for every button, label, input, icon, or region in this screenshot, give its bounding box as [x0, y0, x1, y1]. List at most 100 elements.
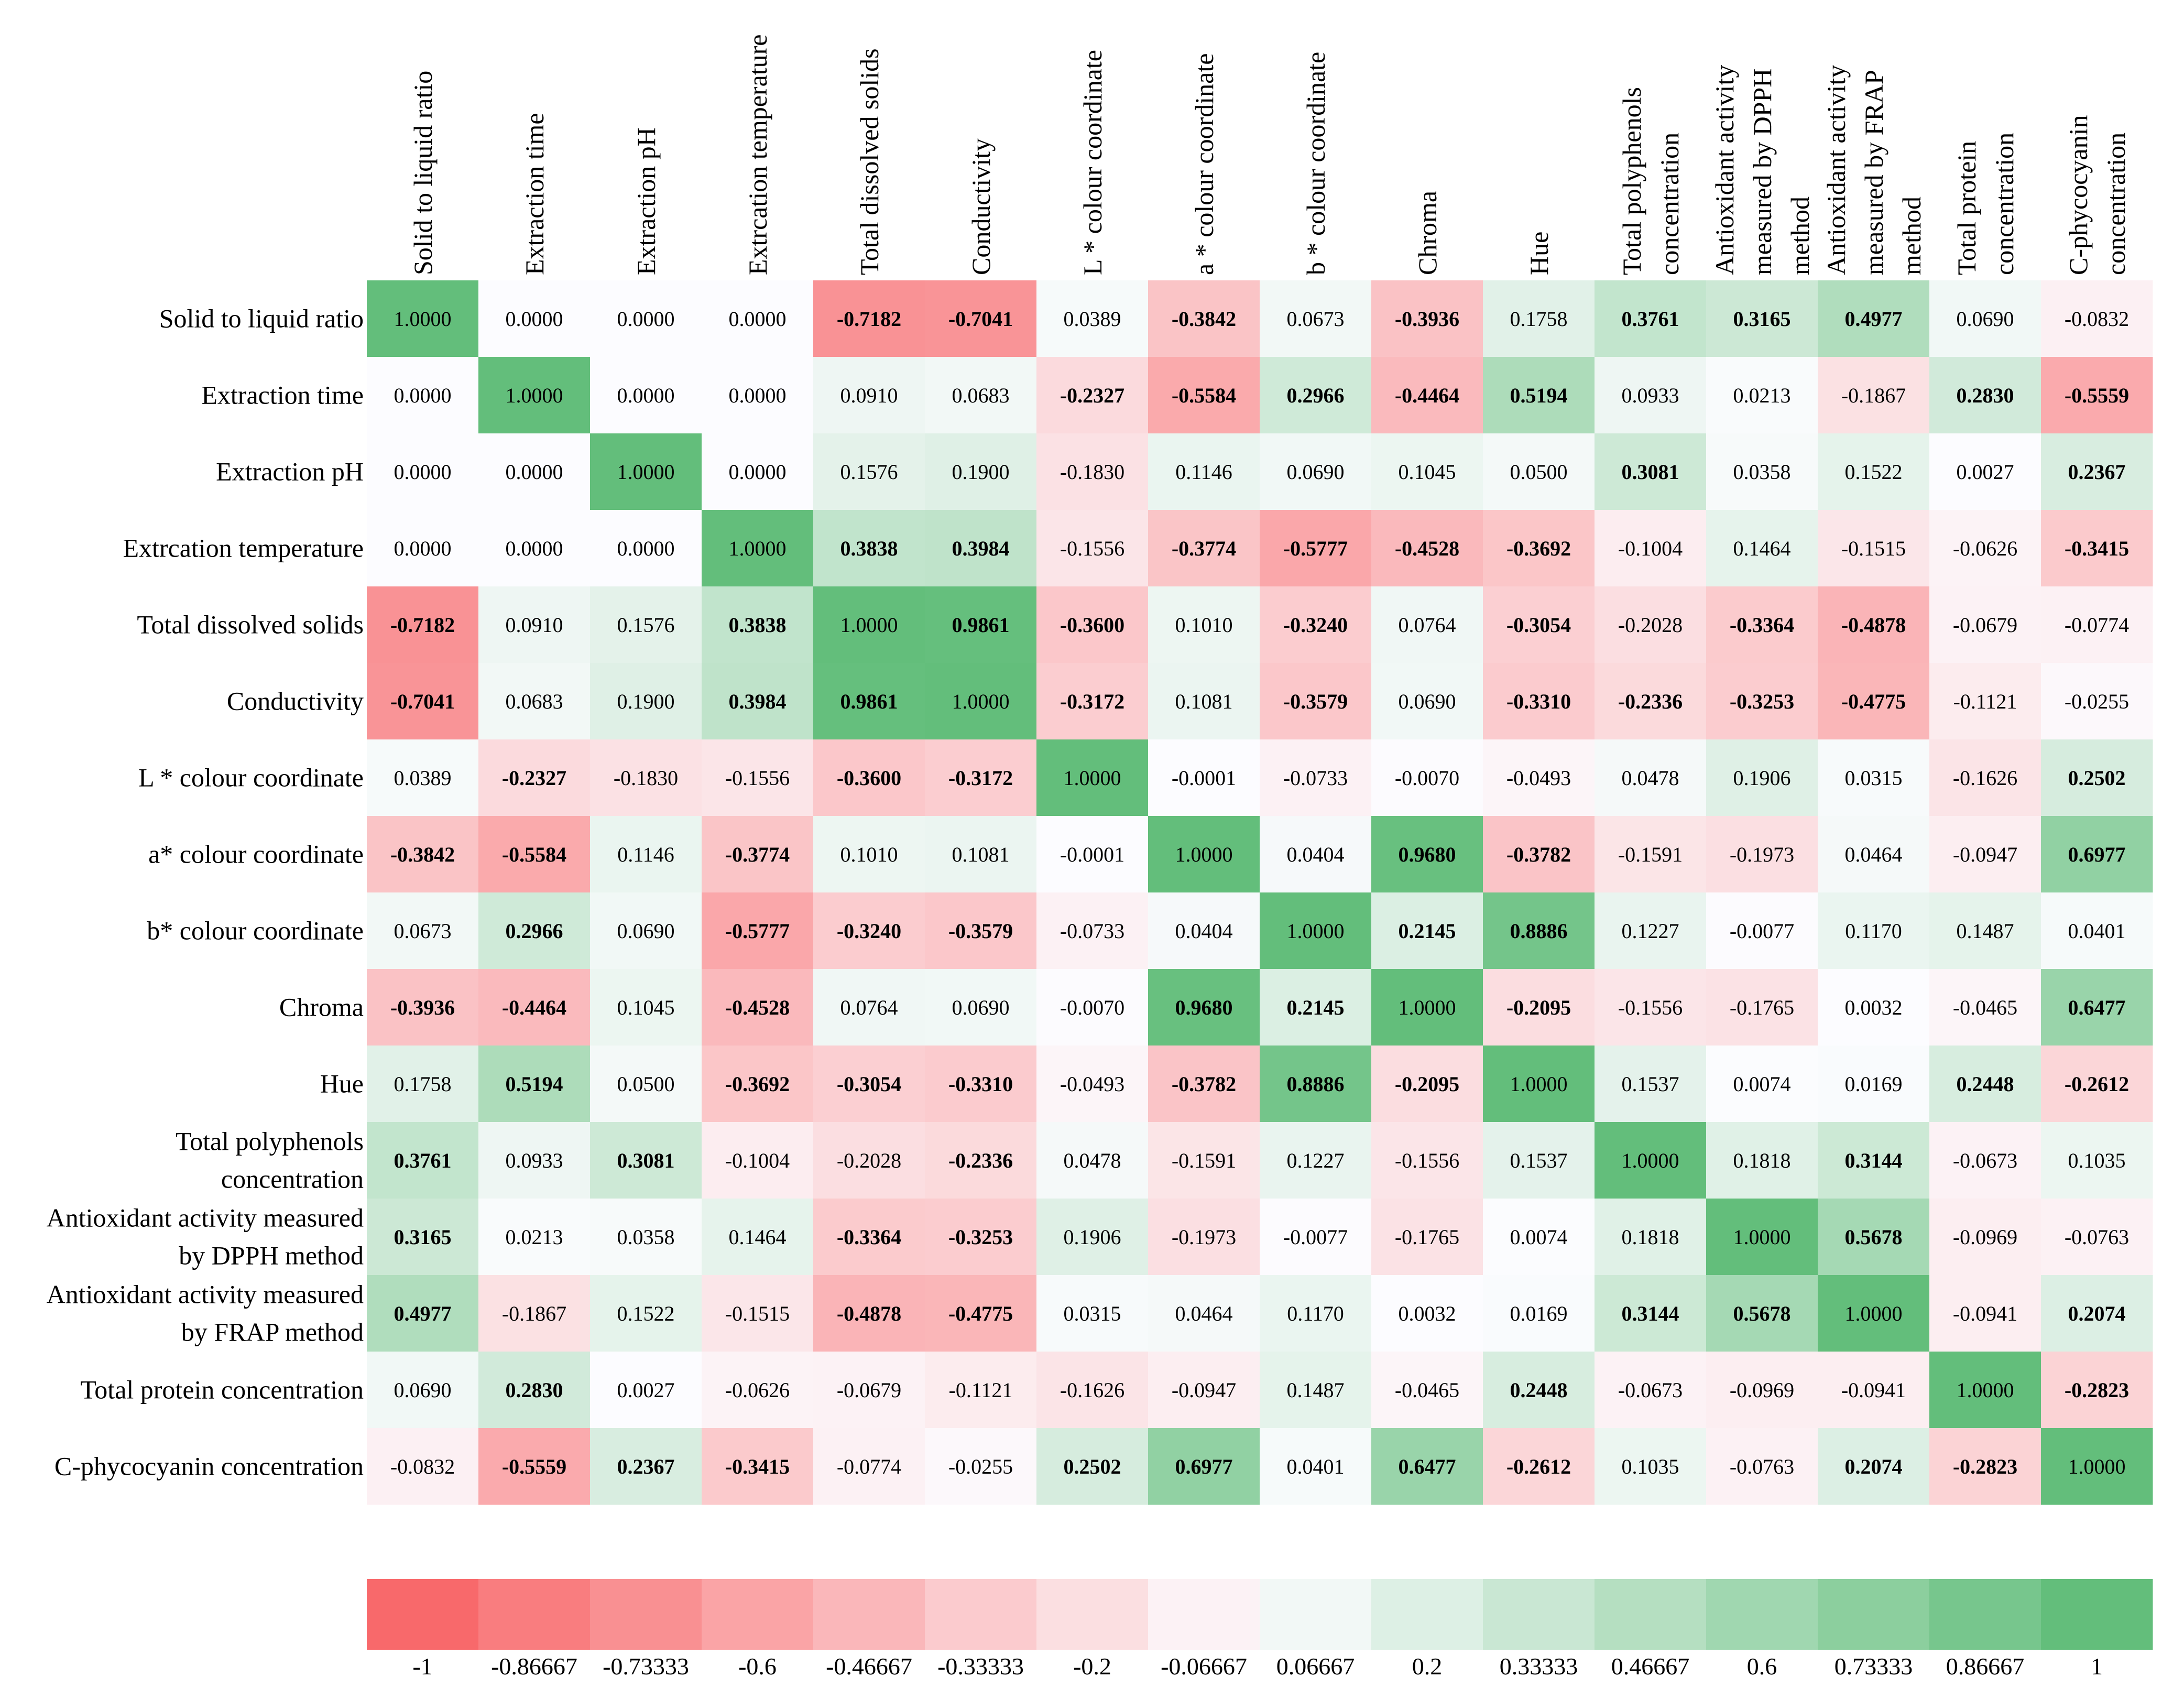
cell-value: -0.0626: [725, 1378, 790, 1402]
heatmap-cell: [1371, 510, 1483, 587]
heatmap-cell: [2041, 892, 2153, 970]
column-label: Chroma: [1413, 191, 1442, 275]
cell-value: 0.0764: [840, 996, 898, 1019]
heatmap-cell: [813, 1428, 925, 1505]
heatmap-cell: [367, 280, 479, 357]
cell-value: -0.0465: [1953, 996, 2017, 1019]
cell-value: 0.1170: [1287, 1302, 1344, 1325]
heatmap-cell: [1929, 1046, 2041, 1123]
heatmap-cell: [1929, 892, 2041, 970]
cell-value: -0.4878: [1841, 613, 1906, 637]
heatmap-cell: [925, 1352, 1037, 1429]
column-label: Solid to liquid ratio: [408, 71, 438, 275]
cell-value: -0.2336: [948, 1149, 1013, 1172]
cell-value: -0.0465: [1395, 1378, 1459, 1402]
cell-value: -0.0832: [390, 1455, 455, 1478]
cell-value: 1.0000: [840, 613, 898, 637]
heatmap-cell: [478, 1046, 591, 1123]
heatmap-cell: [1371, 1352, 1483, 1429]
cell-value: -0.2336: [1618, 690, 1683, 713]
heatmap-cell: [1148, 892, 1260, 970]
cell-value: 1.0000: [506, 384, 563, 407]
heatmap-cell: [1929, 816, 2041, 893]
heatmap-cell: [702, 1428, 814, 1505]
heatmap-cell: [1706, 969, 1818, 1046]
column-label: Antioxidant activity: [1710, 65, 1739, 275]
heatmap-cell: [813, 510, 925, 587]
heatmap-cell: [478, 1352, 591, 1429]
cell-value: -0.3600: [837, 766, 901, 790]
heatmap-cell: [478, 357, 591, 434]
cell-value: 0.2448: [1957, 1072, 2014, 1096]
heatmap-cell: [702, 663, 814, 740]
row-label: Extraction time: [201, 380, 364, 410]
cell-value: -0.3364: [837, 1225, 901, 1249]
column-label: Total polyphenols: [1617, 87, 1646, 275]
heatmap-cell: [1036, 280, 1149, 357]
heatmap-cell: [1260, 969, 1372, 1046]
cell-value: -0.3415: [725, 1455, 790, 1478]
heatmap-cell: [590, 1275, 702, 1352]
heatmap-cell: [702, 1122, 814, 1199]
heatmap-cell: [1706, 1046, 1818, 1123]
cell-value: 0.1464: [729, 1225, 787, 1249]
heatmap-cell: [1260, 433, 1372, 510]
cell-value: -0.0001: [1172, 766, 1236, 790]
heatmap-cell: [1260, 510, 1372, 587]
heatmap-cell: [702, 816, 814, 893]
heatmap-cell: [1371, 892, 1483, 970]
cell-value: 0.0910: [840, 384, 898, 407]
cell-value: -0.4528: [725, 996, 790, 1019]
heatmap-cell: [1260, 1046, 1372, 1123]
cell-value: 0.0464: [1175, 1302, 1233, 1325]
cell-value: 0.1045: [1399, 460, 1456, 484]
cell-value: 0.0000: [617, 537, 675, 560]
cell-value: 0.0764: [1399, 613, 1456, 637]
cell-value: 0.6477: [2068, 996, 2126, 1019]
cell-value: -0.1004: [1618, 537, 1683, 560]
cell-value: -0.1765: [1730, 996, 1794, 1019]
heatmap-cell: [1260, 1275, 1372, 1352]
cell-value: -0.3842: [1172, 307, 1236, 331]
heatmap-cell: [478, 510, 591, 587]
heatmap-cell: [702, 433, 814, 510]
cell-value: -0.3936: [390, 996, 455, 1019]
cell-value: -0.0255: [2065, 690, 2129, 713]
cell-value: 0.1758: [1510, 307, 1568, 331]
cell-value: -0.1004: [725, 1149, 790, 1172]
heatmap-cell: [1818, 357, 1930, 434]
cell-value: 0.0683: [952, 384, 1010, 407]
heatmap-cell: [1260, 1199, 1372, 1276]
cell-value: 1.0000: [1733, 1225, 1791, 1249]
heatmap-cell: [1595, 1352, 1707, 1429]
heatmap-cell: [1818, 816, 1930, 893]
heatmap-cell: [1483, 1122, 1595, 1199]
cell-value: 0.9861: [840, 690, 898, 713]
cell-value: 0.1906: [1064, 1225, 1121, 1249]
cell-value: -0.1556: [1060, 537, 1124, 560]
cell-value: -0.2028: [1618, 613, 1683, 637]
cell-value: -0.0001: [1060, 843, 1124, 866]
cell-value: -0.1867: [1841, 384, 1906, 407]
heatmap-cell: [1371, 1199, 1483, 1276]
heatmap-cell: [478, 433, 591, 510]
heatmap-cell: [1706, 739, 1818, 816]
legend-swatch: [1483, 1579, 1595, 1650]
cell-value: 0.1758: [394, 1072, 452, 1096]
heatmap-cell: [1929, 1122, 2041, 1199]
heatmap-cell: [1036, 969, 1149, 1046]
legend-tick-label: 1: [2091, 1653, 2103, 1680]
heatmap-cell: [590, 1352, 702, 1429]
row-label: Solid to liquid ratio: [159, 304, 364, 333]
row-label: Conductivity: [227, 687, 364, 716]
heatmap-cell: [1260, 739, 1372, 816]
heatmap-cell: [1706, 1199, 1818, 1276]
heatmap-cell: [1371, 280, 1483, 357]
heatmap-cell: [2041, 357, 2153, 434]
legend-tick-label: -0.06667: [1161, 1653, 1247, 1680]
heatmap-cell: [813, 1275, 925, 1352]
heatmap-cell: [1818, 586, 1930, 663]
legend-tick-label: -0.33333: [937, 1653, 1024, 1680]
heatmap-cell: [1595, 1046, 1707, 1123]
heatmap-cell: [925, 892, 1037, 970]
